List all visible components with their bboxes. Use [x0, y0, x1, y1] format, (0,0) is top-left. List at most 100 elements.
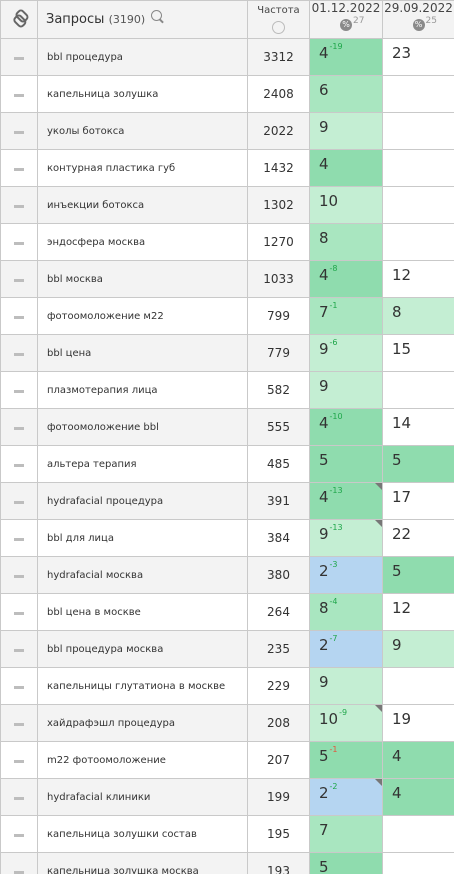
dash-icon[interactable]: [14, 315, 24, 319]
position-cell-date-1[interactable]: 6: [309, 75, 383, 113]
corner-flag-icon[interactable]: [375, 483, 382, 490]
dash-icon[interactable]: [14, 648, 24, 652]
position-cell-date-1[interactable]: 4-10: [309, 408, 383, 446]
position-cell-date-2[interactable]: [382, 112, 454, 150]
date-label-2[interactable]: 29.09.2022: [384, 1, 453, 15]
keyword-cell[interactable]: контурная пластика губ: [37, 149, 248, 187]
date-column-header-1[interactable]: 01.12.2022 % 27: [309, 0, 383, 39]
keyword-cell[interactable]: hydrafacial процедура: [37, 482, 248, 520]
dash-icon[interactable]: [14, 93, 24, 97]
position-cell-date-2[interactable]: 5: [382, 445, 454, 483]
keyword-cell[interactable]: альтера терапия: [37, 445, 248, 483]
position-cell-date-1[interactable]: 9-13: [309, 519, 383, 557]
keywords-title[interactable]: Запросы: [46, 12, 105, 27]
row-toggle-cell[interactable]: [0, 149, 38, 187]
table-row[interactable]: хайдрафэшл процедура 208 10-9 19: [0, 704, 454, 742]
keyword-cell[interactable]: эндосфера москва: [37, 223, 248, 261]
position-cell-date-2[interactable]: 4: [382, 778, 454, 816]
position-cell-date-2[interactable]: [382, 75, 454, 113]
dash-icon[interactable]: [14, 241, 24, 245]
row-toggle-cell[interactable]: [0, 852, 38, 883]
table-row[interactable]: bbl москва 1033 4-8 12: [0, 260, 454, 298]
percent-icon[interactable]: %: [412, 19, 425, 31]
position-cell-date-1[interactable]: 9: [309, 112, 383, 150]
dash-icon[interactable]: [14, 56, 24, 60]
keyword-cell[interactable]: bbl процедура: [37, 38, 248, 76]
row-toggle-cell[interactable]: [0, 556, 38, 594]
table-row[interactable]: контурная пластика губ 1432 4: [0, 149, 454, 187]
date-label-1[interactable]: 01.12.2022: [311, 1, 381, 15]
position-cell-date-1[interactable]: 5-1: [309, 741, 383, 779]
dash-icon[interactable]: [14, 574, 24, 578]
dash-icon[interactable]: [14, 870, 24, 874]
row-toggle-cell[interactable]: [0, 334, 38, 372]
row-toggle-cell[interactable]: [0, 593, 38, 631]
row-toggle-cell[interactable]: [0, 297, 38, 335]
position-cell-date-2[interactable]: [382, 667, 454, 705]
dash-icon[interactable]: [14, 722, 24, 726]
position-cell-date-2[interactable]: 4: [382, 741, 454, 779]
dash-icon[interactable]: [14, 833, 24, 837]
dash-icon[interactable]: [14, 611, 24, 615]
keyword-cell[interactable]: инъекции ботокса: [37, 186, 248, 224]
position-cell-date-2[interactable]: [382, 223, 454, 261]
position-cell-date-2[interactable]: 23: [382, 38, 454, 76]
dash-icon[interactable]: [14, 278, 24, 282]
position-cell-date-1[interactable]: 2-3: [309, 556, 383, 594]
position-cell-date-1[interactable]: 10: [309, 186, 383, 224]
dash-icon[interactable]: [14, 389, 24, 393]
position-cell-date-2[interactable]: [382, 371, 454, 409]
position-cell-date-1[interactable]: 7-1: [309, 297, 383, 335]
position-cell-date-1[interactable]: 4: [309, 149, 383, 187]
dash-icon[interactable]: [14, 796, 24, 800]
table-row[interactable]: m22 фотоомоложение 207 5-1 4: [0, 741, 454, 779]
link-icon[interactable]: [10, 9, 28, 27]
keyword-cell[interactable]: bbl процедура москва: [37, 630, 248, 668]
position-cell-date-2[interactable]: 22: [382, 519, 454, 557]
table-row[interactable]: bbl процедура 3312 4-19 23: [0, 38, 454, 76]
position-cell-date-1[interactable]: 8: [309, 223, 383, 261]
position-cell-date-1[interactable]: 5: [309, 445, 383, 483]
keyword-cell[interactable]: bbl для лица: [37, 519, 248, 557]
table-row[interactable]: bbl для лица 384 9-13 22: [0, 519, 454, 557]
dash-icon[interactable]: [14, 500, 24, 504]
position-cell-date-1[interactable]: 9: [309, 667, 383, 705]
dash-icon[interactable]: [14, 463, 24, 467]
keyword-cell[interactable]: hydrafacial клиники: [37, 778, 248, 816]
row-toggle-cell[interactable]: [0, 630, 38, 668]
position-cell-date-1[interactable]: 8-4: [309, 593, 383, 631]
position-cell-date-2[interactable]: 5: [382, 556, 454, 594]
row-toggle-cell[interactable]: [0, 408, 38, 446]
table-row[interactable]: bbl цена в москве 264 8-4 12: [0, 593, 454, 631]
dash-icon[interactable]: [14, 759, 24, 763]
row-toggle-cell[interactable]: [0, 260, 38, 298]
dash-icon[interactable]: [14, 204, 24, 208]
table-row[interactable]: уколы ботокса 2022 9: [0, 112, 454, 150]
keyword-cell[interactable]: капельница золушка: [37, 75, 248, 113]
table-row[interactable]: bbl процедура москва 235 2-7 9: [0, 630, 454, 668]
table-row[interactable]: bbl цена 779 9-6 15: [0, 334, 454, 372]
position-cell-date-2[interactable]: [382, 149, 454, 187]
row-toggle-cell[interactable]: [0, 186, 38, 224]
row-toggle-cell[interactable]: [0, 741, 38, 779]
position-cell-date-2[interactable]: 12: [382, 260, 454, 298]
table-row[interactable]: альтера терапия 485 5 5: [0, 445, 454, 483]
keyword-cell[interactable]: фотоомоложение м22: [37, 297, 248, 335]
frequency-title[interactable]: Частота: [257, 5, 300, 16]
position-cell-date-2[interactable]: 17: [382, 482, 454, 520]
keyword-cell[interactable]: bbl москва: [37, 260, 248, 298]
position-cell-date-1[interactable]: 4-13: [309, 482, 383, 520]
row-toggle-cell[interactable]: [0, 704, 38, 742]
position-cell-date-2[interactable]: 15: [382, 334, 454, 372]
frequency-column-header[interactable]: Частота: [247, 0, 310, 39]
position-cell-date-2[interactable]: 14: [382, 408, 454, 446]
position-cell-date-1[interactable]: 9-6: [309, 334, 383, 372]
row-toggle-cell[interactable]: [0, 38, 38, 76]
position-cell-date-2[interactable]: [382, 186, 454, 224]
position-cell-date-1[interactable]: 4-19: [309, 38, 383, 76]
dash-icon[interactable]: [14, 167, 24, 171]
table-row[interactable]: hydrafacial процедура 391 4-13 17: [0, 482, 454, 520]
keyword-cell[interactable]: bbl цена в москве: [37, 593, 248, 631]
position-cell-date-1[interactable]: 2-2: [309, 778, 383, 816]
row-toggle-cell[interactable]: [0, 371, 38, 409]
